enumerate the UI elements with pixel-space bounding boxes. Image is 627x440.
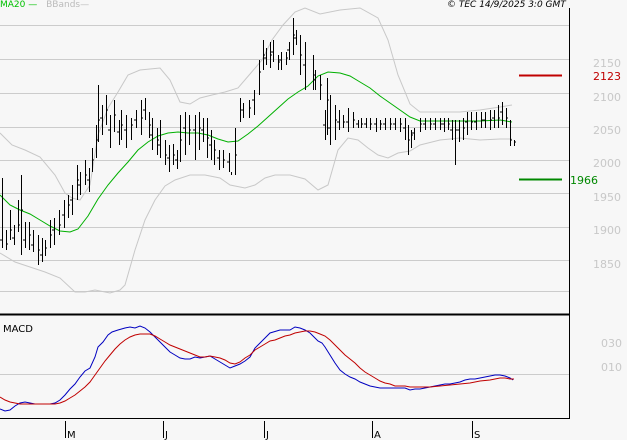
copyright-timestamp: © TEC 14/9/2025 3:0 GMT	[447, 0, 566, 10]
price-gridlines	[0, 25, 569, 292]
legend-bbands: BBands	[46, 0, 81, 10]
macd-tick-030: 030	[601, 337, 622, 350]
resistance-label: 2123	[593, 70, 621, 83]
y-tick-2100: 2100	[593, 91, 621, 104]
x-tick-label-s: S	[474, 430, 480, 440]
legend-ma20: MA20	[0, 0, 26, 10]
price-bars	[0, 18, 516, 265]
chart-legend: MA20 — BBands—	[0, 0, 89, 10]
y-tick-1950: 1950	[593, 191, 621, 204]
legend-bbands-swatch: —	[80, 0, 90, 10]
ma20-line	[0, 71, 513, 233]
bollinger-bands	[0, 7, 513, 294]
y-tick-1850: 1850	[593, 258, 621, 271]
y-tick-2150: 2150	[593, 57, 621, 70]
x-tick-label-j2: J	[265, 430, 269, 440]
macd-tick-010: 010	[601, 361, 622, 374]
y-tick-2050: 2050	[593, 124, 621, 137]
x-tick-label-a: A	[374, 430, 381, 440]
macd-signal-line	[0, 330, 514, 405]
support-label: 1966	[570, 174, 598, 187]
y-tick-1900: 1900	[593, 224, 621, 237]
macd-title: MACD	[3, 324, 33, 335]
macd-line	[0, 325, 514, 412]
legend-ma20-swatch: —	[25, 0, 38, 10]
y-tick-2000: 2000	[593, 157, 621, 170]
x-tick-label-m: M	[67, 430, 76, 440]
x-tick-label-j1: J	[164, 430, 168, 440]
x-axis-ticks	[65, 421, 473, 438]
